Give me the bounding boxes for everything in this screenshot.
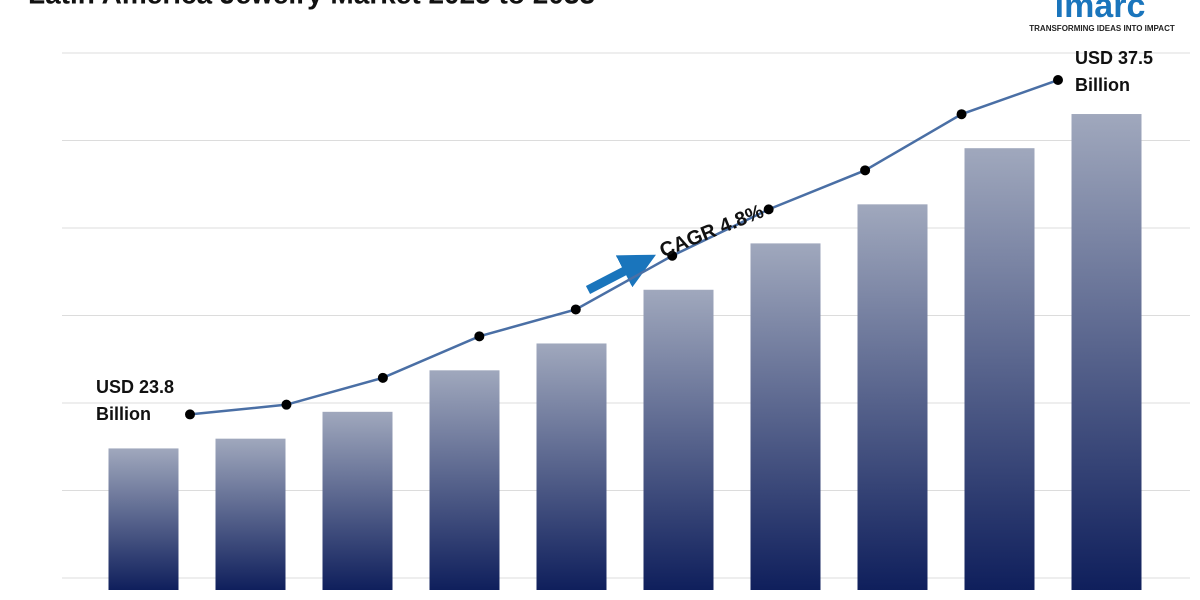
logo-tagline: TRANSFORMING IDEAS INTO IMPACT: [1029, 24, 1175, 33]
end-label-line: USD 37.5: [1075, 48, 1153, 68]
line-marker: [763, 204, 774, 215]
line-marker: [956, 109, 967, 120]
bar: [322, 411, 393, 590]
chart-title: Latin America Jewelry Market 2025 to 203…: [28, 0, 595, 9]
start-label: USD 23.8 Billion: [96, 377, 179, 424]
end-label-line: Billion: [1075, 75, 1130, 95]
end-label: USD 37.5 Billion: [1075, 48, 1158, 95]
line-marker: [860, 165, 871, 176]
start-label-line: USD 23.8: [96, 377, 174, 397]
line-marker: [377, 372, 388, 383]
cagr-arrow: [585, 254, 656, 294]
line-marker: [474, 331, 485, 342]
cagr-label: CAGR 4.8%: [657, 200, 767, 262]
bar: [964, 148, 1035, 591]
bar: [429, 370, 500, 590]
line-marker: [281, 399, 292, 410]
bar: [215, 438, 286, 590]
line-marker: [570, 304, 581, 315]
line-marker: [667, 250, 678, 261]
bar: [1071, 114, 1142, 590]
line-marker: [185, 409, 195, 420]
logo: imarc: [1055, 0, 1146, 25]
bar: [857, 204, 928, 590]
bar: [536, 343, 607, 590]
bar: [108, 448, 179, 590]
line-marker: [1053, 75, 1063, 86]
start-label-line: Billion: [96, 404, 151, 424]
bar: [643, 289, 714, 590]
trend-line: [189, 78, 1059, 416]
bar: [750, 243, 821, 590]
